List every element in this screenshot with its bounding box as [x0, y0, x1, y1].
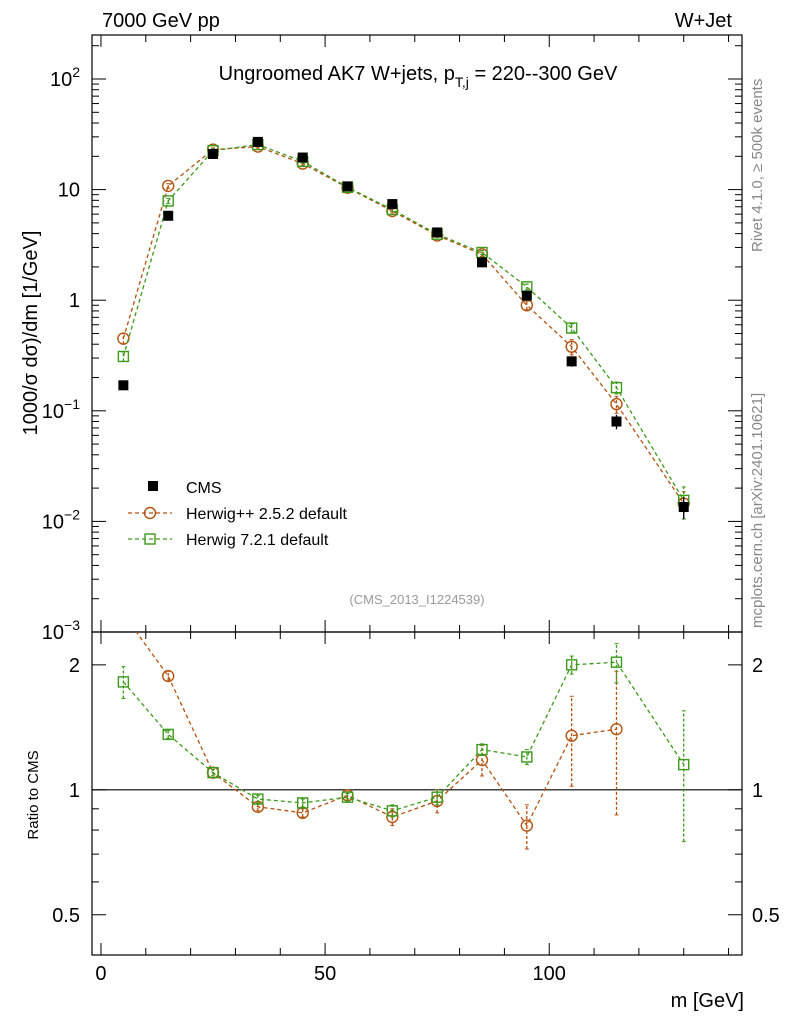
ratio-point-herwig7: [521, 751, 533, 763]
main-title: Ungroomed AK7 W+jets, pT,j = 220--300 Ge…: [219, 63, 618, 90]
legend-marker-herwigpp: [143, 506, 157, 520]
legend-label-herwigpp: Herwig++ 2.5.2 default: [186, 506, 348, 523]
x-axis-label: m [GeV]: [671, 990, 744, 1012]
header-right: W+Jet: [675, 10, 733, 32]
ratio-point-herwigpp: [118, 609, 129, 620]
main-point-cms: [477, 257, 487, 268]
ratio-y-tick-label-right: 2: [752, 655, 763, 677]
ratio-y-tick-label-right: 0.5: [752, 905, 780, 927]
ratio-point-herwigpp: [296, 806, 309, 820]
main-point-cms: [208, 148, 219, 159]
ratio-series-group: [117, 643, 690, 843]
legend-label-herwig7: Herwig 7.2.1 default: [186, 532, 329, 549]
main-y-tick-label: 1: [69, 290, 80, 312]
main-point-herwig7: [610, 381, 623, 394]
main-point-herwigpp: [565, 340, 578, 353]
main-point-cms: [297, 152, 308, 163]
main-point-herwigpp: [520, 299, 534, 312]
ratio-point-herwig7: [207, 766, 219, 779]
main-series-group: [117, 138, 690, 520]
main-series-line: [122, 143, 685, 501]
chart-marks: 0 50 100 102 10 1 10−1 10−2 10−3 2 2 1 1 0.5 0.5: [42, 34, 780, 985]
ratio-point-herwig7: [386, 805, 399, 817]
main-ylabel: 1000/σ dσ)/dm [1/GeV]: [20, 231, 42, 436]
main-point-cms: [521, 290, 532, 301]
main-title-sub: T,j: [455, 74, 469, 90]
main-series-group: [118, 136, 689, 520]
ratio-point-herwigpp: [520, 819, 534, 832]
main-point-herwig7: [117, 350, 130, 363]
main-point-herwigpp: [117, 332, 130, 345]
main-title-b: = 220--300 GeV: [469, 63, 618, 85]
main-series-group: [117, 140, 690, 520]
ratio-y-tick-label-right: 1: [752, 780, 763, 802]
main-y-tick-label: 10: [58, 180, 80, 202]
ratio-frame: [91, 631, 743, 956]
ratio-point-herwig7: [117, 676, 130, 688]
ratio-point-herwigpp: [610, 722, 623, 736]
main-point-cms: [678, 501, 689, 512]
main-point-cms: [342, 181, 353, 192]
ratio-point-herwig7: [431, 791, 443, 803]
main-point-herwig7: [565, 322, 578, 334]
main-point-cms: [118, 380, 129, 391]
main-point-cms: [387, 199, 398, 210]
x-tick-label: 100: [533, 963, 566, 985]
mcplots-label: mcplots.cern.ch [arXiv:2401.10621]: [749, 393, 766, 628]
legend-marker-herwig7: [144, 533, 156, 545]
x-tick-label: 50: [314, 963, 336, 985]
ratio-point-herwigpp: [475, 753, 489, 767]
main-y-tick-label: 10−2: [42, 506, 80, 533]
header-left: 7000 GeV pp: [102, 10, 220, 32]
main-point-cms: [163, 210, 174, 221]
main-title-a: Ungroomed AK7 W+jets, p: [219, 63, 455, 85]
main-y-tick-label: 10−1: [42, 396, 80, 423]
ratio-y-tick-label: 1: [69, 780, 80, 802]
main-point-herwig7: [162, 195, 174, 207]
main-point-herwigpp: [162, 179, 175, 193]
ratio-point-herwig7: [476, 743, 488, 756]
analysis-watermark: (CMS_2013_I1224539): [349, 592, 484, 607]
main-point-cms: [611, 416, 622, 427]
ratio-point-herwig7: [162, 728, 174, 741]
ratio-point-herwig7: [565, 659, 578, 671]
ratio-y-tick-label: 2: [69, 655, 80, 677]
ratio-ylabel: Ratio to CMS: [25, 750, 42, 839]
main-point-cms: [566, 356, 577, 367]
ratio-point-herwig7: [678, 758, 690, 771]
x-tick-label: 0: [95, 963, 106, 985]
ratio-point-herwigpp: [565, 729, 578, 742]
ratio-point-herwig7: [341, 791, 354, 803]
main-point-cms: [432, 227, 443, 238]
ratio-series-line: [135, 632, 617, 827]
legend-label-cms: CMS: [186, 480, 222, 497]
main-point-herwigpp: [610, 397, 623, 411]
legend-marker-cms: [148, 481, 158, 491]
ratio-series-line: [122, 661, 685, 812]
main-series-line: [122, 145, 685, 504]
rivet-label: Rivet 4.1.0, ≥ 500k events: [749, 79, 766, 252]
ratio-point-herwigpp: [162, 669, 175, 683]
ratio-point-herwig7: [610, 656, 623, 668]
ratio-y-tick-label: 0.5: [52, 905, 80, 927]
ratio-point-herwig7: [252, 793, 264, 805]
main-y-tick-label: 10−3: [42, 617, 80, 644]
main-y-tick-label: 102: [50, 64, 80, 91]
legend: CMS Herwig++ 2.5.2 default Herwig 7.2.1 …: [128, 480, 348, 549]
ratio-point-herwig7: [296, 797, 309, 809]
main-point-cms: [252, 136, 263, 147]
